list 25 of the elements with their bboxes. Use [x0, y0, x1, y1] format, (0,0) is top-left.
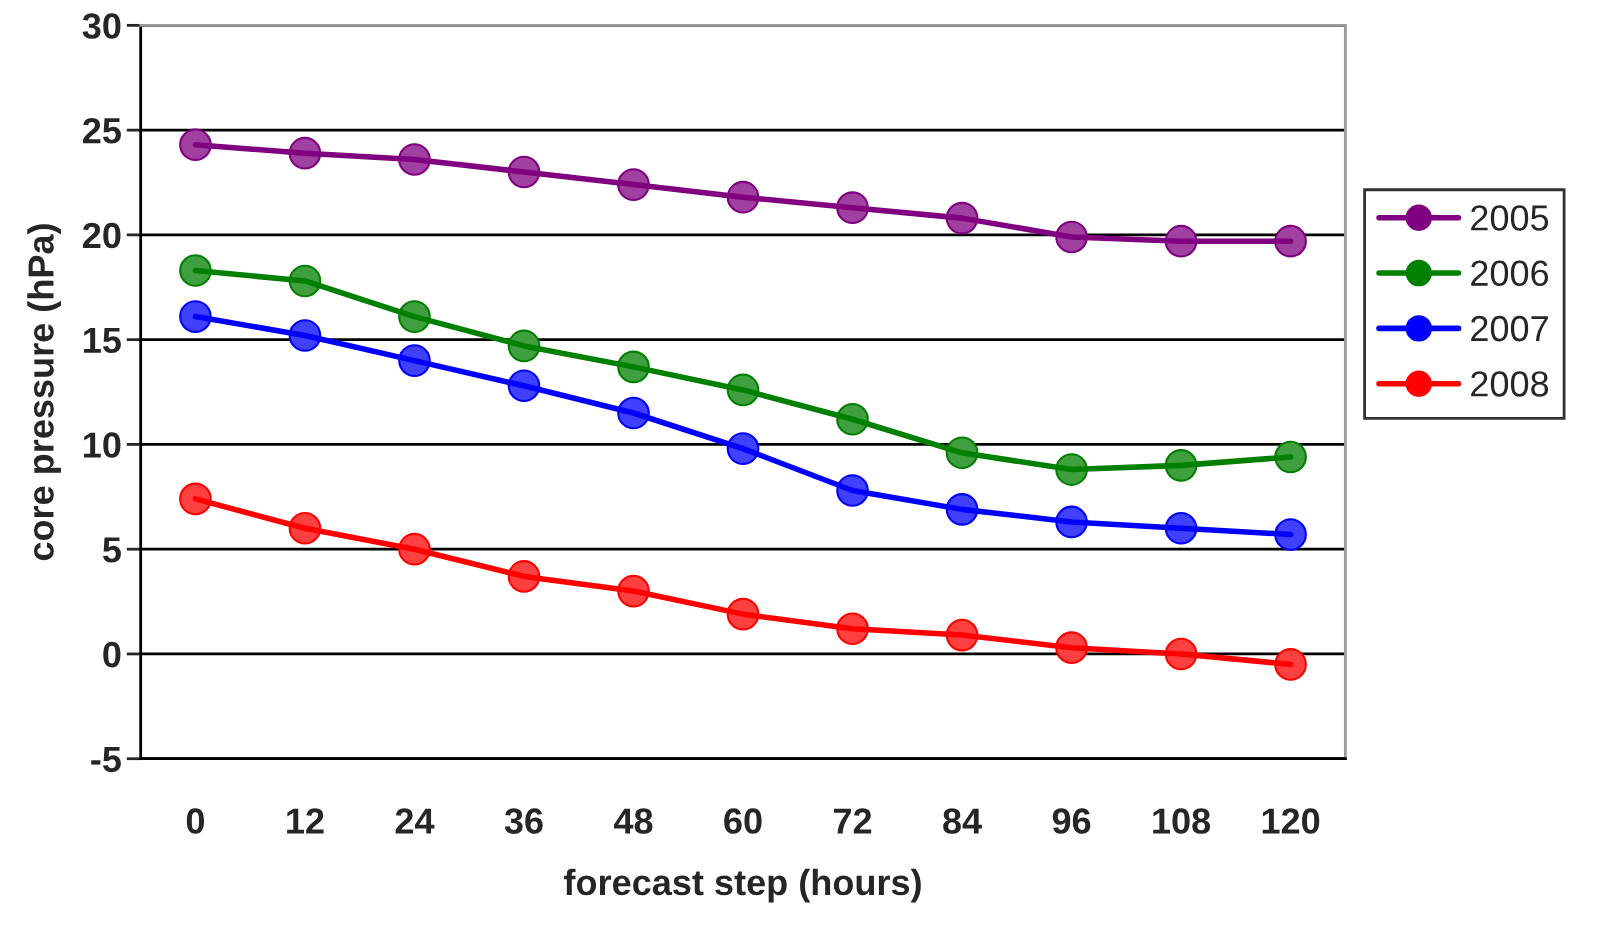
y-tick-label: 15: [84, 327, 121, 354]
y-tick-label: 0: [103, 641, 121, 668]
y-tick-label: 30: [82, 13, 121, 39]
x-tick-label: 84: [943, 808, 982, 834]
x-tick-label: 96: [1052, 808, 1091, 834]
y-tick-label: 10: [84, 432, 121, 458]
y-tick-label: -5: [91, 746, 121, 773]
y-tick-label: 20: [83, 222, 121, 249]
y-tick-label: 5: [102, 537, 121, 563]
legend-label: 2006: [1471, 260, 1549, 287]
legend-label: 2008: [1471, 371, 1549, 397]
x-axis-title: forecast step (hours): [564, 868, 921, 903]
x-tick-label: 48: [613, 808, 653, 834]
x-tick-label: 24: [395, 808, 435, 834]
y-tick-label: 25: [83, 117, 121, 144]
legend-label: 2007: [1471, 315, 1548, 342]
x-tick-label: 60: [724, 808, 762, 834]
y-axis-title: core pressure (hPa): [27, 224, 61, 561]
x-tick-label: 0: [186, 808, 204, 834]
x-tick-label: 120: [1262, 808, 1320, 834]
x-tick-label: 72: [834, 808, 872, 834]
x-tick-label: 12: [287, 808, 324, 834]
legend-label: 2005: [1471, 205, 1549, 231]
x-tick-label: 108: [1153, 808, 1211, 834]
x-tick-label: 36: [504, 808, 543, 834]
